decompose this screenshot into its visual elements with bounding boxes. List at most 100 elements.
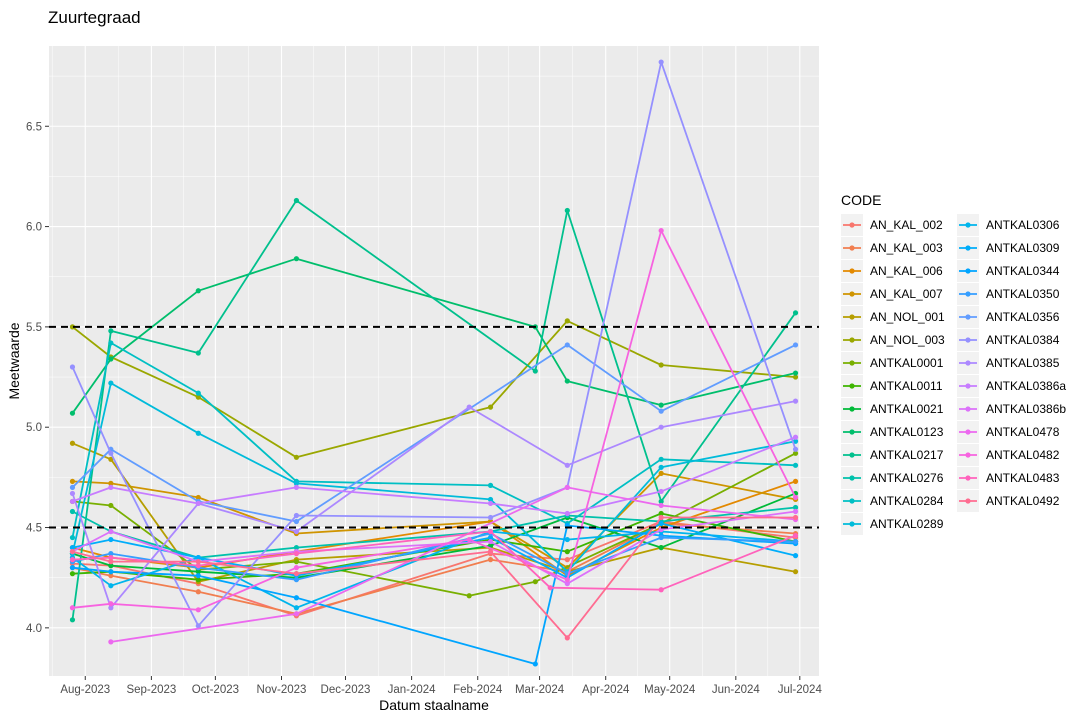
data-point bbox=[658, 456, 664, 462]
data-point bbox=[547, 585, 553, 591]
series-line bbox=[72, 436, 796, 515]
legend-title: CODE bbox=[841, 192, 881, 208]
data-point bbox=[293, 197, 300, 204]
data-point bbox=[658, 520, 664, 527]
legend-key-point bbox=[849, 245, 855, 251]
data-point bbox=[108, 601, 114, 607]
data-point bbox=[487, 496, 494, 503]
legend-item: ANTKAL0123 bbox=[841, 421, 944, 443]
legend-key-point bbox=[849, 291, 855, 297]
data-point bbox=[293, 577, 300, 583]
legend: CODE AN_KAL_002 AN_KAL_003 AN_KAL_006 AN_KA… bbox=[841, 192, 1066, 535]
data-point bbox=[69, 410, 76, 416]
legend-label: ANTKAL0350 bbox=[986, 287, 1060, 301]
plot-panel bbox=[49, 46, 819, 676]
data-point bbox=[108, 528, 114, 535]
series-line bbox=[71, 341, 796, 538]
legend-key-point bbox=[849, 337, 855, 343]
series-line bbox=[72, 532, 796, 581]
data-point bbox=[487, 557, 494, 563]
legend-item: ANTKAL0276 bbox=[841, 467, 944, 489]
data-point bbox=[532, 661, 538, 667]
legend-key-point bbox=[849, 360, 855, 366]
series-line bbox=[72, 492, 796, 579]
data-point bbox=[293, 528, 300, 535]
data-point bbox=[69, 324, 76, 330]
data-point bbox=[293, 480, 300, 486]
series-line bbox=[72, 472, 796, 569]
legend-item: ANTKAL0492 bbox=[957, 490, 1060, 512]
data-point bbox=[564, 342, 570, 348]
data-point bbox=[487, 482, 494, 488]
data-point bbox=[195, 623, 201, 629]
data-point bbox=[792, 438, 799, 444]
legend-item: ANTKAL0385 bbox=[957, 352, 1060, 374]
data-point bbox=[564, 536, 570, 543]
series-antkal0386a bbox=[69, 434, 799, 517]
legend-item: ANTKAL0483 bbox=[957, 467, 1060, 489]
series-antkal0384 bbox=[69, 59, 799, 629]
legend-item: AN_KAL_003 bbox=[841, 237, 943, 259]
data-point bbox=[658, 470, 664, 476]
legend-key-point bbox=[965, 406, 971, 412]
data-point bbox=[466, 536, 472, 543]
x-axis: Aug-2023 Sep-2023 Oct-2023 Nov-2023 Dec-2023… bbox=[60, 676, 822, 696]
data-point bbox=[195, 607, 201, 613]
legend-label: ANTKAL0123 bbox=[870, 425, 944, 439]
data-point bbox=[792, 508, 799, 515]
data-point bbox=[792, 342, 799, 348]
legend-item: ANTKAL0478 bbox=[957, 421, 1060, 443]
data-point bbox=[195, 288, 201, 294]
data-point bbox=[69, 484, 76, 491]
legend-key-point bbox=[849, 314, 855, 320]
legend-item: AN_KAL_002 bbox=[841, 214, 943, 236]
legend-key-point bbox=[965, 245, 971, 251]
data-point bbox=[487, 500, 494, 507]
x-tick-label: Mar-2024 bbox=[515, 684, 565, 696]
data-point bbox=[658, 408, 664, 414]
legend-label: ANTKAL0306 bbox=[986, 218, 1060, 232]
series-line bbox=[71, 400, 796, 609]
legend-item: ANTKAL0306 bbox=[957, 214, 1060, 236]
data-point bbox=[69, 490, 76, 497]
legend-label: AN_NOL_001 bbox=[870, 310, 945, 324]
legend-key-point bbox=[849, 406, 855, 412]
legend-label: ANTKAL0482 bbox=[986, 448, 1060, 462]
legend-item: ANTKAL0344 bbox=[957, 260, 1060, 282]
legend-item: ANTKAL0350 bbox=[957, 283, 1060, 305]
x-tick-label: Apr-2024 bbox=[582, 684, 630, 696]
data-point bbox=[532, 579, 538, 585]
legend-item: ANTKAL0384 bbox=[957, 329, 1060, 351]
legend-item: AN_NOL_001 bbox=[841, 306, 945, 328]
legend-label: ANTKAL0356 bbox=[986, 310, 1060, 324]
data-point bbox=[293, 512, 300, 519]
data-point bbox=[108, 583, 114, 589]
series-line bbox=[72, 442, 796, 583]
data-point bbox=[195, 394, 201, 400]
data-point bbox=[658, 502, 664, 509]
data-point bbox=[69, 498, 76, 505]
data-point bbox=[108, 563, 114, 569]
x-tick-label: Jul-2024 bbox=[778, 684, 823, 696]
data-point bbox=[658, 510, 664, 517]
legend-label: ANTKAL0386b bbox=[986, 402, 1066, 416]
legend-label: AN_KAL_006 bbox=[870, 264, 943, 278]
data-point bbox=[487, 538, 494, 545]
data-point bbox=[792, 532, 799, 539]
data-point bbox=[293, 595, 300, 601]
legend-key-point bbox=[965, 337, 971, 343]
legend-key-point bbox=[965, 360, 971, 366]
series-antkal0492 bbox=[69, 514, 799, 641]
x-tick-label: May-2024 bbox=[644, 684, 696, 696]
legend-label: ANTKAL0289 bbox=[870, 517, 944, 531]
legend-label: ANTKAL0492 bbox=[986, 494, 1060, 508]
data-point bbox=[69, 617, 76, 623]
data-point bbox=[792, 398, 799, 404]
legend-label: ANTKAL0344 bbox=[986, 264, 1060, 278]
data-point bbox=[792, 370, 799, 376]
legend-label: ANTKAL0309 bbox=[986, 241, 1060, 255]
y-axis: 4.0 4.5 5.0 5.5 6.0 6.5 bbox=[26, 121, 49, 635]
y-tick-label: 6.5 bbox=[26, 121, 42, 133]
data-point bbox=[658, 227, 664, 234]
data-point bbox=[792, 504, 799, 511]
